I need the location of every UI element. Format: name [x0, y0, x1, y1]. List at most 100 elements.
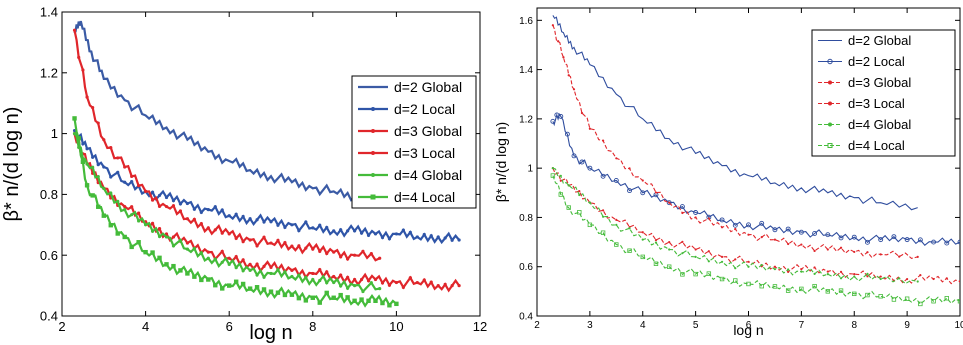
- data-point: [185, 217, 189, 221]
- x-tick-label: 8: [851, 320, 857, 331]
- x-axis-label: log n: [249, 322, 292, 344]
- data-point: [255, 262, 259, 266]
- data-point: [693, 271, 698, 277]
- data-point: [96, 174, 100, 179]
- data-point: [276, 223, 280, 227]
- x-tick-label: 5: [693, 320, 699, 331]
- data-point: [800, 268, 803, 271]
- data-point: [178, 202, 183, 206]
- data-point: [707, 250, 710, 253]
- data-point: [325, 225, 329, 230]
- data-point: [359, 231, 364, 235]
- data-point: [311, 247, 315, 251]
- data-point: [227, 262, 231, 266]
- data-point: [213, 257, 217, 261]
- legend-marker: [371, 129, 375, 133]
- data-point: [227, 214, 231, 218]
- data-point: [654, 241, 658, 244]
- data-point: [164, 232, 169, 236]
- data-point: [290, 244, 294, 248]
- data-point: [297, 229, 301, 233]
- data-point: [311, 277, 315, 282]
- legend-label: d=3 Local: [848, 96, 905, 111]
- right-chart: 2 3 4 5 6 7 8 9 10 0.4 0.6 0.8 1 1.2 1.4 1.6 log n β* n/(…: [493, 7, 963, 338]
- data-point: [567, 184, 570, 187]
- data-point: [640, 254, 645, 260]
- data-point: [255, 273, 259, 277]
- data-point: [551, 24, 554, 27]
- data-point: [826, 270, 829, 273]
- data-point: [346, 229, 350, 233]
- data-point: [234, 255, 238, 259]
- data-point: [220, 208, 224, 212]
- data-point: [957, 239, 960, 245]
- data-point: [641, 231, 644, 234]
- data-point: [199, 221, 203, 226]
- data-point: [734, 258, 737, 261]
- data-point: [353, 253, 357, 257]
- data-point: [707, 260, 710, 263]
- data-point: [248, 268, 252, 272]
- data-point: [164, 262, 169, 267]
- data-point: [747, 265, 750, 268]
- data-point: [865, 239, 870, 245]
- data-point: [694, 216, 697, 219]
- data-point: [613, 178, 619, 183]
- data-point: [171, 204, 176, 208]
- data-point: [720, 255, 724, 258]
- data-point: [891, 297, 897, 302]
- data-point: [164, 235, 169, 239]
- data-point: [206, 256, 210, 260]
- data-point: [916, 255, 919, 258]
- data-point: [394, 280, 398, 285]
- y-tick-label: 1.2: [40, 65, 58, 80]
- data-point: [346, 257, 350, 261]
- data-point: [206, 250, 210, 254]
- data-point: [839, 270, 843, 273]
- data-point: [199, 210, 203, 215]
- data-point: [234, 236, 238, 240]
- data-point: [283, 241, 287, 245]
- data-point: [654, 191, 658, 194]
- data-point: [213, 282, 218, 288]
- legend-marker: [371, 151, 375, 155]
- data-point: [898, 277, 901, 280]
- x-axis-label: log n: [733, 322, 763, 338]
- data-point: [559, 179, 562, 182]
- data-point: [825, 232, 831, 238]
- data-point: [457, 284, 461, 288]
- data-point: [600, 173, 606, 179]
- data-point: [627, 188, 632, 194]
- data-point: [562, 56, 565, 59]
- data-point: [578, 193, 581, 197]
- data-point: [269, 265, 273, 269]
- legend-marker: [371, 173, 375, 177]
- data-point: [772, 227, 778, 233]
- data-point: [614, 242, 619, 247]
- data-point: [429, 234, 433, 238]
- y-tick-label: 1.2: [519, 114, 533, 125]
- data-point: [213, 205, 217, 209]
- data-point: [615, 223, 618, 226]
- data-point: [719, 276, 725, 282]
- data-point: [601, 215, 605, 218]
- data-point: [206, 208, 210, 212]
- data-point: [627, 248, 632, 253]
- data-point: [720, 226, 724, 229]
- data-point: [450, 284, 454, 288]
- data-point: [799, 286, 804, 292]
- data-point: [276, 267, 280, 272]
- data-point: [387, 303, 392, 308]
- data-point: [380, 300, 385, 306]
- data-point: [248, 217, 252, 221]
- data-point: [588, 201, 591, 204]
- data-point: [408, 276, 412, 280]
- data-point: [387, 283, 392, 287]
- data-point: [185, 241, 189, 245]
- data-point: [550, 118, 556, 124]
- data-point: [346, 275, 350, 279]
- data-point: [879, 253, 882, 256]
- data-point: [76, 136, 81, 141]
- data-point: [653, 261, 659, 266]
- data-point: [262, 275, 266, 279]
